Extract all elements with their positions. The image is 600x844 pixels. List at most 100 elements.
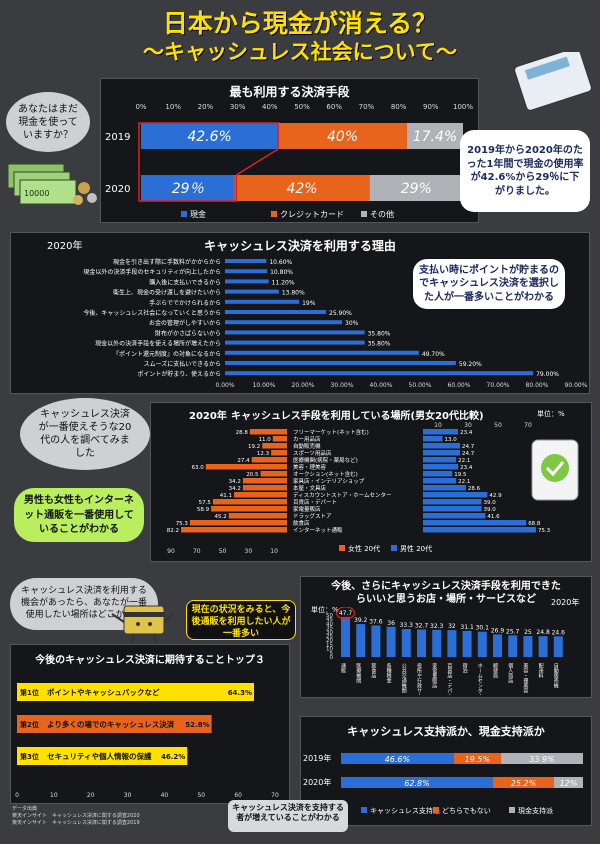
bar (225, 320, 342, 325)
category-label: 2019 (105, 132, 130, 143)
bar (225, 310, 327, 314)
legend-swatch (361, 211, 367, 217)
category-label: 2020 (105, 184, 130, 195)
legend-swatch (433, 807, 439, 813)
tick-label: 20% (198, 103, 214, 111)
bar-male (423, 429, 459, 435)
tick-label: 70 (193, 548, 201, 555)
tick-label: 25 (326, 634, 333, 640)
bar-male (423, 478, 457, 484)
category-label: ホームセンター (477, 663, 483, 695)
data-label: 42.6% (187, 129, 231, 145)
twenties-bubble: キャッシュレス決済が一番使えそうな20代の人を調べてみました (20, 398, 150, 470)
data-label: 30.1 (476, 625, 490, 632)
data-label: 10.60% (269, 259, 292, 266)
bar-segment (500, 753, 583, 764)
data-label: 25 (524, 629, 532, 636)
category-label: 美容・理美容 (293, 463, 327, 471)
data-label: 52.8% (185, 721, 209, 729)
tick-label: 70.00% (487, 382, 510, 389)
bar-male (423, 520, 527, 526)
tick-label: 70% (359, 103, 375, 111)
category-label: 美容・理美容 (522, 662, 528, 694)
data-label: 32.3 (430, 623, 444, 630)
chart3-title: キャッシュレス手段を利用している場所(男女20代比較) (231, 411, 484, 422)
category-label: 家電量販店 (431, 662, 437, 689)
data-label: 41.6 (487, 514, 500, 520)
tick-label: 30% (230, 103, 246, 111)
payment-method-chart: 0% 10% 20% 30% 40% 50% 60% 70% 80% 90% 100% 2019 42.… (105, 103, 473, 219)
category-label: 公共交通機関 (401, 663, 407, 694)
bar-female (260, 471, 287, 477)
tick-label: 10 (434, 422, 442, 429)
category-label: 医療機関(病院・薬局など) (293, 456, 358, 464)
category-label: ディスカウントストア・ホームセンター (293, 491, 391, 499)
category-label: 飲食店 (293, 519, 310, 527)
tick-label: 50 (326, 613, 333, 619)
payment-method-panel: 最も利用する決済手段 0% 10% 20% 30% 40% 50% 60% 70% 80% 90%… (100, 78, 479, 223)
tick-label: 60.00% (448, 382, 471, 389)
page-title: 日本から現金が消える？ (162, 9, 438, 38)
category-label: お金の管理がしやすいから (149, 319, 221, 327)
data-label: 82.2 (167, 528, 179, 534)
data-label: 75.3 (538, 528, 551, 534)
online-shopping-note: 男性も女性もインターネット通販を一番使用していることがわかる (14, 488, 144, 542)
tick-label: 10.00% (253, 382, 276, 389)
legend-label: その他 (370, 209, 394, 219)
data-label: 26.9 (491, 627, 505, 634)
data-label: 34.2 (229, 479, 241, 485)
data-label: 23.4 (460, 465, 473, 471)
category-label: 衛生上、現金の受け渡しを避けたいから (113, 289, 221, 297)
bar-male (423, 499, 482, 505)
bar-male (423, 443, 461, 449)
tick-label: 30.00% (331, 382, 354, 389)
bar-female (271, 450, 287, 456)
data-label: 32.7 (415, 623, 429, 630)
data-label: 30% (345, 320, 359, 327)
data-label: 59.20% (459, 361, 482, 368)
bar (356, 624, 366, 657)
data-label: 41.1 (220, 493, 232, 499)
sources: データ出典 楽天インサイト キャッシュレス決済に関する調査2020 楽天インサイ… (12, 806, 140, 826)
bar (225, 361, 456, 365)
data-label: 25.7 (506, 628, 520, 635)
bar (225, 340, 365, 345)
tick-label: 90% (423, 103, 439, 111)
bar-segment (141, 175, 235, 201)
category-label: 現金を引き出す際に手数料がかからから (113, 258, 221, 266)
tick-label: 50.00% (409, 382, 432, 389)
category-label: インターネット通販 (293, 526, 343, 534)
data-label: 63.0 (192, 465, 205, 471)
data-label: 20.5 (246, 472, 259, 478)
category-label: 購入後に支払いできるから (149, 278, 221, 286)
gender-compare-panel: 2020年 キャッシュレス手段を利用している場所(男女20代比較) 単位：% 2… (150, 402, 592, 562)
tick-label: 45 (326, 617, 333, 623)
rank-label: 第3位 (20, 752, 39, 761)
chart6-title: キャッシュレス支持派か、現金支持派か (347, 725, 545, 738)
gender-compare-chart: 28.8 フリーマーケット(ネット含む) 23.4 11.0 カー用品店 13.0 19.2… (167, 422, 551, 555)
highlight-outline (138, 122, 279, 202)
category-label: ポイントが貯まり、使えるから (137, 370, 221, 378)
rank-label: 第1位 (20, 688, 39, 697)
data-label: 33.3 (400, 622, 414, 629)
bar (341, 616, 350, 657)
category-label: 手ぶらででかけられるから (149, 299, 221, 307)
category-label: ポイントやキャッシュバックなど (47, 687, 160, 697)
bar (386, 626, 396, 657)
category-label: 個人商店 (507, 662, 513, 684)
future-year: 2020年 (551, 598, 580, 607)
data-label: 33.9% (529, 755, 554, 764)
legend-swatch (361, 807, 367, 813)
bar (462, 630, 472, 657)
top3-panel: 今後のキャッシュレス決済に期待することトップ３ 第1位 ポイントやキャッシュバック… (10, 644, 290, 804)
bar (225, 279, 269, 284)
legend-label: 女性 20代 (348, 544, 380, 553)
bar-male (423, 527, 536, 533)
reason-year: 2020年 (47, 241, 83, 252)
tick-label: 30 (326, 630, 333, 636)
bar (401, 629, 411, 657)
legend-label: キャッシュレス支持派 (370, 806, 440, 815)
data-label: 23.4 (460, 430, 473, 436)
bar (225, 299, 300, 304)
